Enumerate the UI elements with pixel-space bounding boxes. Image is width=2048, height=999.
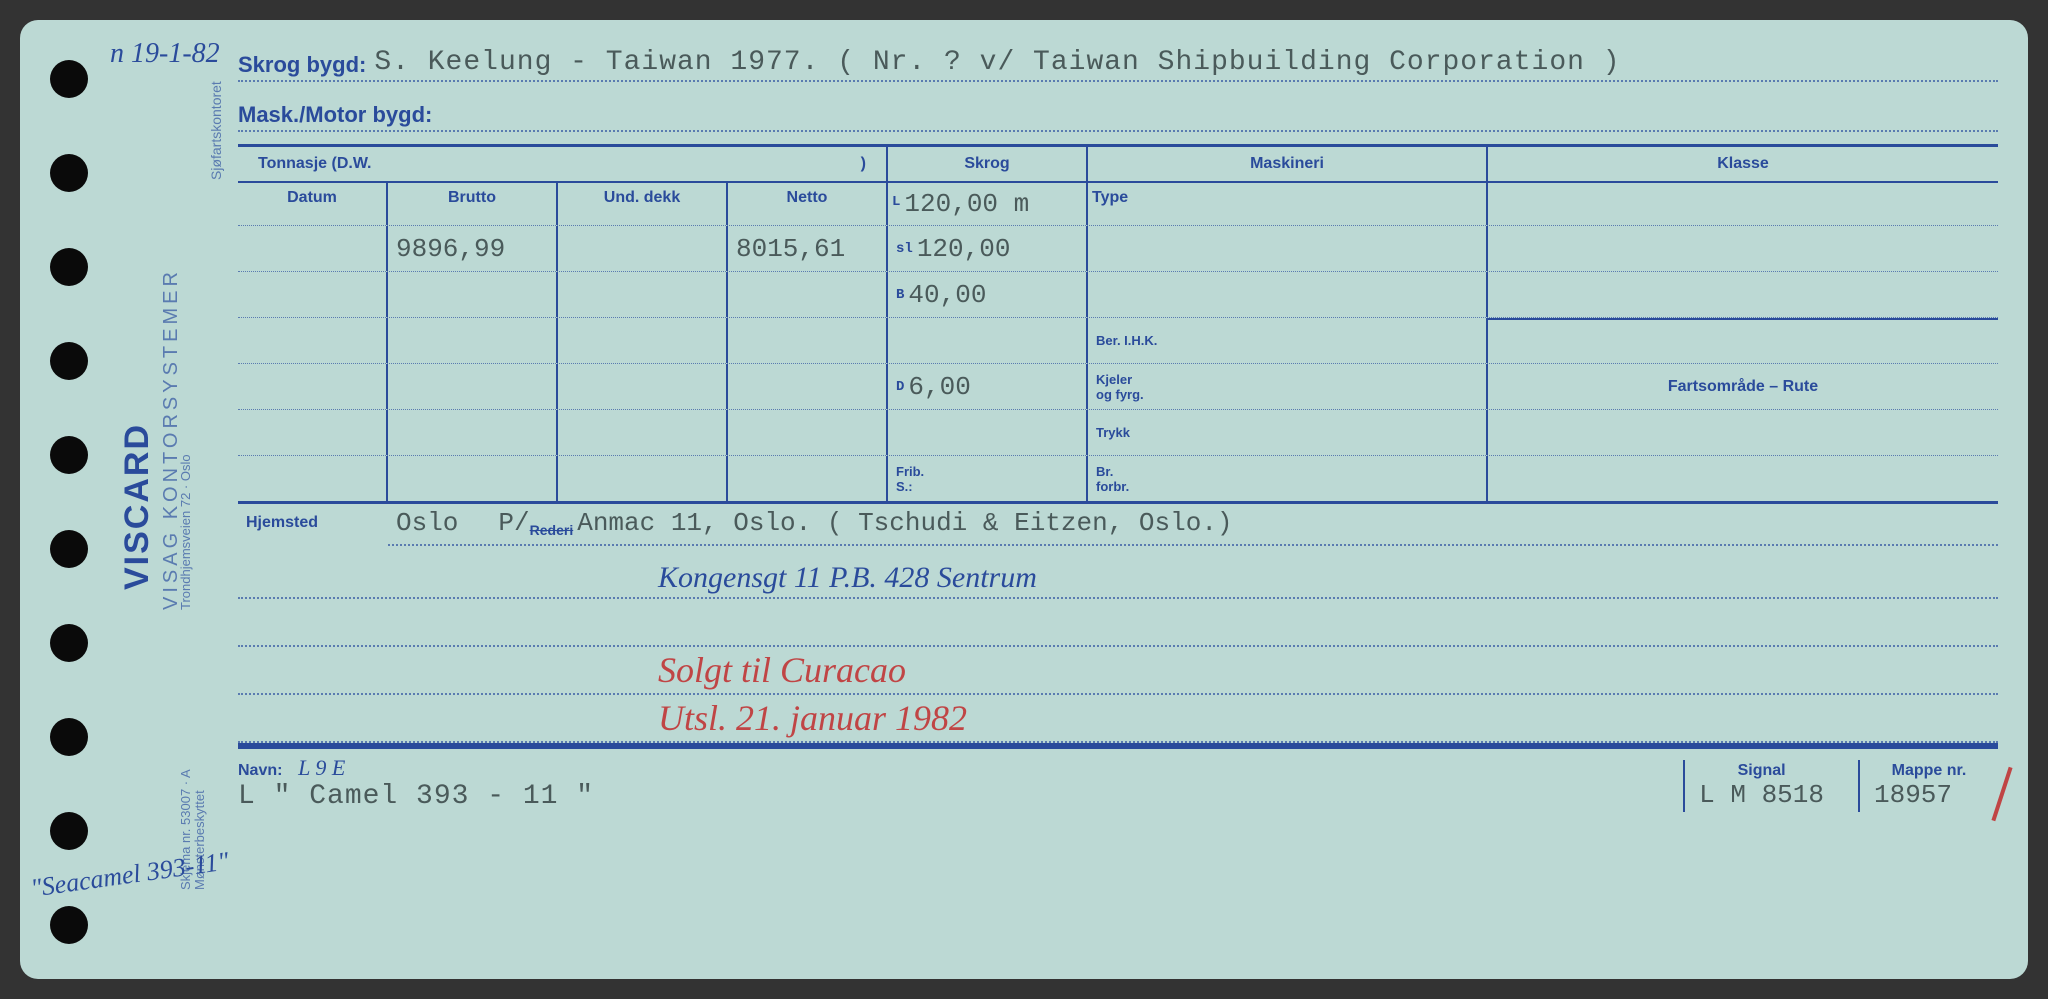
bottom-row: Navn: L 9 E L " Camel 393 - 11 " Signal … [238,746,1998,812]
data-row-5: Trykk [238,409,1998,455]
navn-value: L " Camel 393 - 11 " [238,781,594,812]
data-row-2: B40,00 [238,271,1998,317]
mask-motor-row: Mask./Motor bygd: [238,90,1998,132]
form-content: Skrog bygd: S. Keelung - Taiwan 1977. ( … [238,40,1998,959]
signal-label: Signal [1699,762,1824,780]
trykk-label: Trykk [1096,425,1130,440]
hjemsted-label: Hjemsted [246,514,318,531]
hjemsted-city: Oslo [396,508,458,538]
punch-holes [50,60,88,944]
mappe-label: Mappe nr. [1874,762,1984,780]
kjeler-label: Kjeler og fyrg. [1096,372,1144,402]
data-row-3: Ber. I.H.K. [238,317,1998,363]
ber-label: Ber. I.H.K. [1096,333,1157,348]
handwritten-address: Kongensgt 11 P.B. 428 Sentrum [658,561,1037,595]
length-value: 120,00 m [904,189,1029,219]
skrog-header: Skrog [964,155,1009,172]
fartsomrade-label: Fartsområde – Rute [1668,378,1818,396]
netto-header: Netto [787,189,828,206]
depth-value: 6,00 [908,372,970,402]
mappe-value: 18957 [1874,780,1984,810]
br-forbr-label: Br. forbr. [1096,464,1129,494]
breadth-value: 40,00 [908,280,986,310]
free-lines: Kongensgt 11 P.B. 428 Sentrum Solgt til … [238,551,1998,743]
type-label: Type [1092,189,1128,206]
brutto-value: 9896,99 [396,234,505,264]
handwritten-sold: Solgt til Curacao [658,649,906,691]
signal-value: L M 8518 [1699,780,1824,810]
sl-value: 120,00 [917,234,1011,264]
mask-motor-label: Mask./Motor bygd: [238,102,432,128]
data-row-1: 9896,99 8015,61 sl120,00 [238,225,1998,271]
viscard-logo: VISCARD [118,423,157,590]
rederi-value: Anmac 11, Oslo. ( Tschudi & Eitzen, Oslo… [577,508,1232,538]
navn-super: L 9 E [298,755,345,780]
top-handwritten-date: n 19-1-82 [110,38,220,70]
maskineri-header: Maskineri [1250,155,1324,172]
navn-label: Navn: [238,762,282,779]
side-top-label: Sjøfartskontoret [208,81,224,180]
datum-header: Datum [287,189,337,206]
skrog-bygd-value: S. Keelung - Taiwan 1977. ( Nr. ? v/ Tai… [374,47,1620,78]
handwritten-utsl: Utsl. 21. januar 1982 [658,697,967,739]
frib-label: Frib. S.: [896,464,924,494]
data-row-4: D6,00 Kjeler og fyrg. Fartsområde – Rute [238,363,1998,409]
header-row-1: Tonnasje (D.W. ) Skrog Maskineri Klasse [238,147,1998,181]
ship-registry-card: n 19-1-82 VISCARD VISAG KONTORSYSTEMER S… [20,20,2028,979]
skrog-bygd-label: Skrog bygd: [238,52,366,78]
rederi-label: Rederi [530,522,574,538]
main-table: Tonnasje (D.W. ) Skrog Maskineri Klasse … [238,144,1998,746]
und-dekk-header: Und. dekk [604,189,680,206]
klasse-header: Klasse [1717,155,1769,172]
data-row-6: Frib. S.: Br. forbr. [238,455,1998,501]
rederi-prefix: P/ [498,508,529,538]
header-row-2: Datum Brutto Und. dekk Netto L120,00 m T… [238,181,1998,225]
brand-address: Trondhjemsveien 72 · Oslo [178,454,193,610]
tonnasje-close: ) [861,155,866,173]
skrog-bygd-row: Skrog bygd: S. Keelung - Taiwan 1977. ( … [238,40,1998,82]
red-slash-mark [1991,767,2012,821]
brutto-header: Brutto [448,189,496,206]
netto-value: 8015,61 [736,234,845,264]
hjemsted-row: Hjemsted Oslo P/Rederi Anmac 11, Oslo. (… [238,501,1998,551]
tonnasje-header: Tonnasje (D.W. [258,155,371,173]
